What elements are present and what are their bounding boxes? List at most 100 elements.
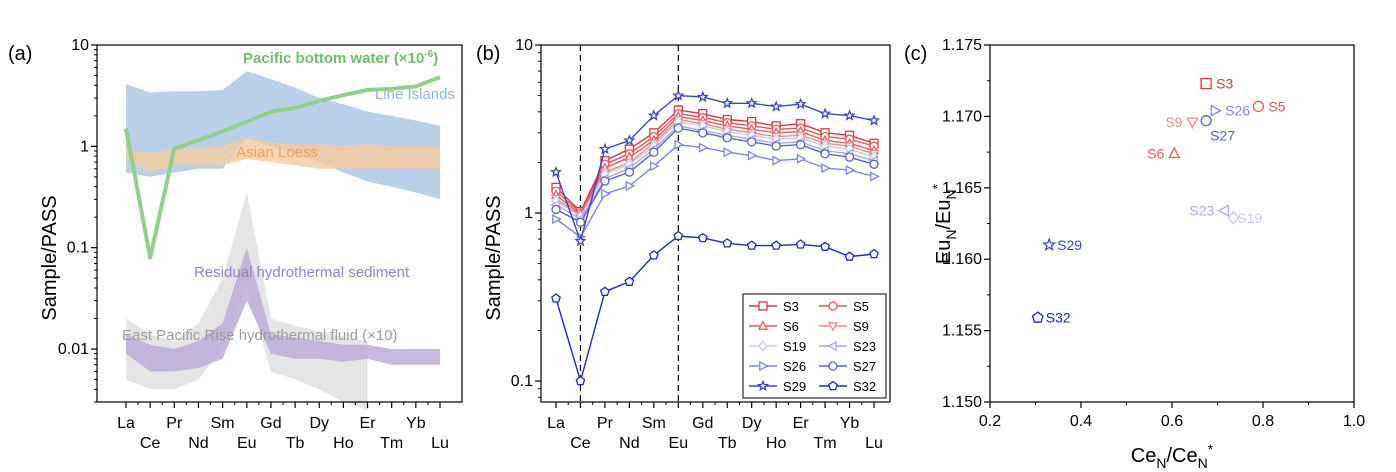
y-tick-label: 1.165: [942, 180, 982, 197]
legend-marker: [827, 340, 837, 352]
axis-title-part: N: [1156, 455, 1166, 471]
annotation-text: Pacific bottom water (×10: [243, 50, 424, 67]
x-axis-title: CeN/CeN*: [1131, 441, 1214, 471]
legend-label: S5: [853, 299, 869, 314]
legend-marker: [758, 301, 768, 311]
series-line-s23: [555, 125, 875, 221]
y-tick-label: 1.155: [942, 323, 982, 340]
x-tick-label-upper: Sm: [642, 415, 666, 432]
band-residual-sediment: [126, 247, 440, 372]
data-point-s27: [575, 217, 586, 227]
legend-marker: [828, 380, 838, 391]
x-tick-label: 0.6: [1161, 413, 1183, 430]
data-point-s32: [820, 241, 831, 251]
annotation-text-end: ): [433, 50, 438, 67]
data-point-s27: [869, 159, 879, 169]
annotation-residual-sediment: Residual hydrothermal sediment: [194, 264, 410, 281]
data-point-s19: [1227, 210, 1240, 225]
y-axis-title: EuN/EuN*: [929, 183, 959, 264]
y-axis-title-b: Sample/PASS: [483, 195, 505, 320]
panel-b: S3 S5 S6 S9 S19 S23 S26 S27 S29 S32 10 1 0.1 La Pr Sm Gd…: [511, 37, 891, 452]
y-tick-label: 10: [515, 37, 533, 54]
x-tick-label-upper: Gd: [692, 415, 713, 432]
x-tick-label-lower: Ce: [570, 435, 591, 452]
x-tick-label-lower: Nd: [619, 435, 639, 452]
legend-label: S26: [783, 359, 806, 374]
data-point-s23: [1217, 204, 1229, 217]
series-line-s6: [555, 115, 875, 216]
x-tick-label-upper: Er: [793, 415, 810, 432]
point-label-s19: S19: [1237, 210, 1262, 226]
data-point-s29: [794, 97, 807, 110]
axis-title-part: *: [1208, 441, 1214, 457]
panel-label-a: (a): [8, 43, 32, 65]
data-point-s27: [747, 137, 757, 147]
y-tick-label: 1: [80, 138, 89, 155]
data-point-s26: [796, 153, 807, 164]
annotation-superscript: -6: [424, 49, 433, 60]
series-line-s19: [555, 120, 875, 218]
series-line-s26: [555, 143, 875, 239]
data-point-s26: [723, 147, 734, 158]
x-tick-label-lower: Lu: [431, 435, 449, 452]
series-line-s9: [555, 118, 875, 218]
legend-marker: [759, 360, 769, 372]
data-point-s27: [649, 147, 659, 157]
point-label-s27: S27: [1210, 128, 1235, 144]
data-point-s29: [549, 165, 563, 178]
axis-title-part: /Ce: [1167, 445, 1198, 467]
axis-title-part: N: [943, 189, 959, 199]
x-tick-label-lower: Tm: [814, 435, 837, 452]
data-point-s29: [647, 109, 660, 121]
data-point-s26: [1210, 104, 1223, 117]
data-point-s26: [674, 139, 685, 150]
data-point-s6: [1168, 146, 1181, 159]
point-label-s23: S23: [1189, 203, 1214, 219]
data-point-s32: [599, 286, 610, 296]
data-point-s27: [771, 141, 781, 151]
data-point-s27: [673, 123, 683, 133]
x-tick-label-upper: Yb: [406, 415, 426, 432]
x-tick-label: 0.2: [979, 413, 1001, 430]
data-point-s29: [672, 89, 685, 101]
x-tick-label-upper: Pr: [597, 415, 614, 432]
y-tick-label: 0.01: [58, 341, 89, 358]
y-axis-title-a: Sample/PASS: [39, 195, 61, 320]
annotation-epr-fluid: East Pacific Rise hydrothermal fluid (×1…: [122, 327, 398, 344]
data-point-s27: [600, 176, 610, 186]
legend-marker: [756, 379, 770, 392]
data-point-s29: [843, 109, 856, 121]
data-point-s26: [625, 180, 636, 191]
data-point-s29: [696, 90, 709, 103]
legend-marker: [828, 361, 838, 371]
x-tick-label-upper: Gd: [260, 415, 281, 432]
data-point-s32: [648, 250, 659, 260]
point-label-s3: S3: [1216, 76, 1233, 92]
data-point-s27: [1200, 115, 1212, 127]
x-tick-label-lower: Eu: [237, 435, 257, 452]
y-tick-label: 1.150: [942, 394, 982, 411]
panel-c: 1.150 1.155 1.160 1.165 1.170 1.175 0.2 0.4 0.6 0…: [929, 37, 1365, 471]
y-tick-label: 0.1: [511, 373, 533, 390]
band-epr-fluid: [126, 192, 368, 410]
data-point-s32: [844, 251, 855, 261]
point-label-s32: S32: [1046, 310, 1071, 326]
data-point-s3: [1200, 77, 1212, 90]
y-tick-label: 10: [71, 37, 89, 54]
data-point-s32: [869, 248, 879, 259]
x-tick-label-lower: Tm: [380, 435, 403, 452]
axis-title-part: /Eu: [933, 199, 955, 229]
data-point-s26: [747, 150, 758, 161]
x-tick-label-lower: Eu: [669, 435, 689, 452]
y-tick-label: 1.160: [942, 251, 982, 268]
x-tick-label-lower: Nd: [188, 435, 208, 452]
data-point-s27: [820, 149, 830, 159]
x-tick-label-lower: Ce: [140, 435, 161, 452]
data-point-s32: [697, 232, 708, 243]
data-point-s29: [623, 134, 636, 146]
panel-label-c: (c): [904, 43, 927, 65]
data-point-s27: [624, 167, 635, 177]
data-point-s29: [721, 96, 734, 109]
legend-label: S27: [853, 359, 876, 374]
legend-marker: [758, 340, 768, 352]
